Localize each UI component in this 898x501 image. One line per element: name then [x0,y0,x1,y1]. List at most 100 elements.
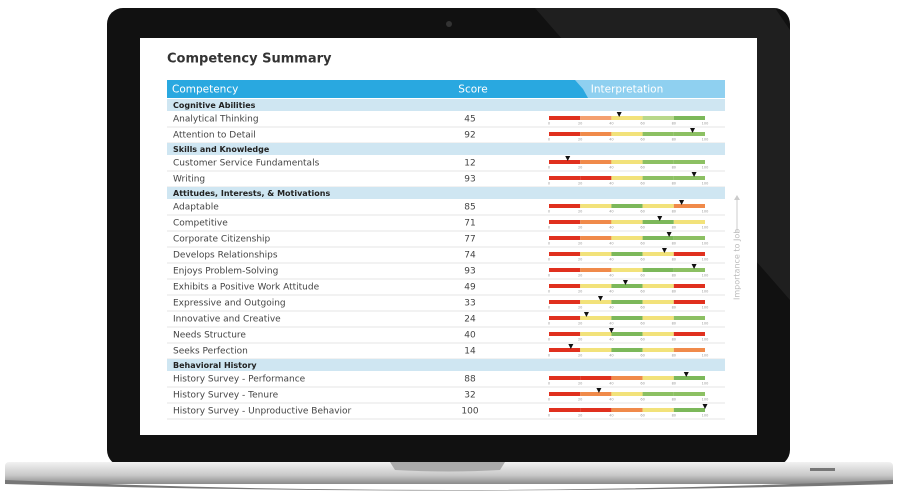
scale-tick-label: 80 [672,138,676,142]
score: 24 [464,315,476,325]
scale-band [611,268,643,272]
camera [446,21,452,27]
scale-band [642,220,674,224]
scale-band [673,236,705,240]
scale-tick-label: 0 [548,414,550,418]
score-marker [597,296,603,301]
scale-tick-label: 0 [548,166,550,170]
competency-name: Adaptable [173,203,219,213]
competency-name: Develops Relationships [173,251,278,261]
scale-band [549,408,581,412]
scale-tick-label: 60 [640,354,644,358]
scale-band [580,332,612,336]
scale-tick-label: 0 [548,258,550,262]
scale-band [580,392,612,396]
scale-tick-label: 20 [578,306,582,310]
section-title: Attitudes, Interests, & Motivations [173,189,330,198]
scale-tick-label: 60 [640,290,644,294]
scale-tick-label: 100 [702,166,709,170]
header-score: Score [458,84,487,96]
scale-band [549,220,581,224]
competency-name: Innovative and Creative [173,315,281,325]
scale-band [549,284,581,288]
score-marker [690,128,696,133]
scale-band [580,268,612,272]
score: 85 [464,203,475,213]
scale-tick-label: 80 [672,166,676,170]
scale-tick-label: 80 [672,274,676,278]
scale-band [673,408,705,412]
score: 74 [464,251,476,261]
scale-tick-label: 20 [578,166,582,170]
scale-tick-label: 40 [609,182,613,186]
notch [390,462,505,472]
scale-band [642,160,674,164]
scale-tick-label: 100 [702,382,709,386]
scale-tick-label: 40 [609,322,613,326]
scale-tick-label: 0 [548,322,550,326]
scale-band [642,116,674,120]
score: 45 [464,115,475,125]
score-marker [691,264,697,269]
competency-name: Corporate Citizenship [173,235,271,245]
scale-tick-label: 40 [609,166,613,170]
scale-tick-label: 0 [548,274,550,278]
scale-band [549,332,581,336]
competency-name: History Survey - Tenure [173,391,279,401]
section-title: Behavioral History [173,361,257,370]
score-marker [596,388,602,393]
score-marker [608,328,614,333]
competency-name: History Survey - Unproductive Behavior [173,407,352,417]
score: 88 [464,375,476,385]
competency-name: Attention to Detail [173,131,256,141]
scale-band [611,204,643,208]
scale-band [549,376,581,380]
scale-band [549,204,581,208]
section-title: Cognitive Abilities [173,101,256,110]
score-marker [657,216,663,221]
scale-band [673,252,705,256]
scale-band [611,392,643,396]
scale-tick-label: 40 [609,122,613,126]
scale-band [580,408,612,412]
score: 92 [464,131,475,141]
scale-tick-label: 100 [702,258,709,262]
scale-band [580,132,612,136]
scale-tick-label: 40 [609,226,613,230]
scale-band [580,176,612,180]
scale-band [580,252,612,256]
score-marker [666,232,672,237]
scale-band [673,332,705,336]
scale-band [549,160,581,164]
score: 14 [464,347,476,357]
scale-tick-label: 100 [702,322,709,326]
score: 93 [464,175,475,185]
competency-name: Expressive and Outgoing [173,299,286,309]
scale-band [642,392,674,396]
scale-tick-label: 60 [640,226,644,230]
competency-name: Needs Structure [173,331,246,341]
score: 71 [464,219,475,229]
scale-tick-label: 0 [548,242,550,246]
scale-tick-label: 100 [702,274,709,278]
scale-band [642,204,674,208]
competency-name: Exhibits a Positive Work Attitude [173,283,320,293]
scale-band [673,204,705,208]
competency-name: Customer Service Fundamentals [173,159,320,169]
scale-band [642,348,674,352]
scale-tick-label: 0 [548,210,550,214]
scale-tick-label: 0 [548,354,550,358]
scale-tick-label: 80 [672,398,676,402]
scale-tick-label: 80 [672,210,676,214]
score-marker [661,248,667,253]
scale-tick-label: 0 [548,382,550,386]
scale-band [580,300,612,304]
scale-band [642,316,674,320]
scale-tick-label: 100 [702,122,709,126]
scale-tick-label: 80 [672,414,676,418]
scale-tick-label: 20 [578,322,582,326]
competency-name: Analytical Thinking [173,115,259,125]
scale-tick-label: 60 [640,322,644,326]
scale-tick-label: 100 [702,306,709,310]
competency-name: Seeks Perfection [173,347,248,357]
